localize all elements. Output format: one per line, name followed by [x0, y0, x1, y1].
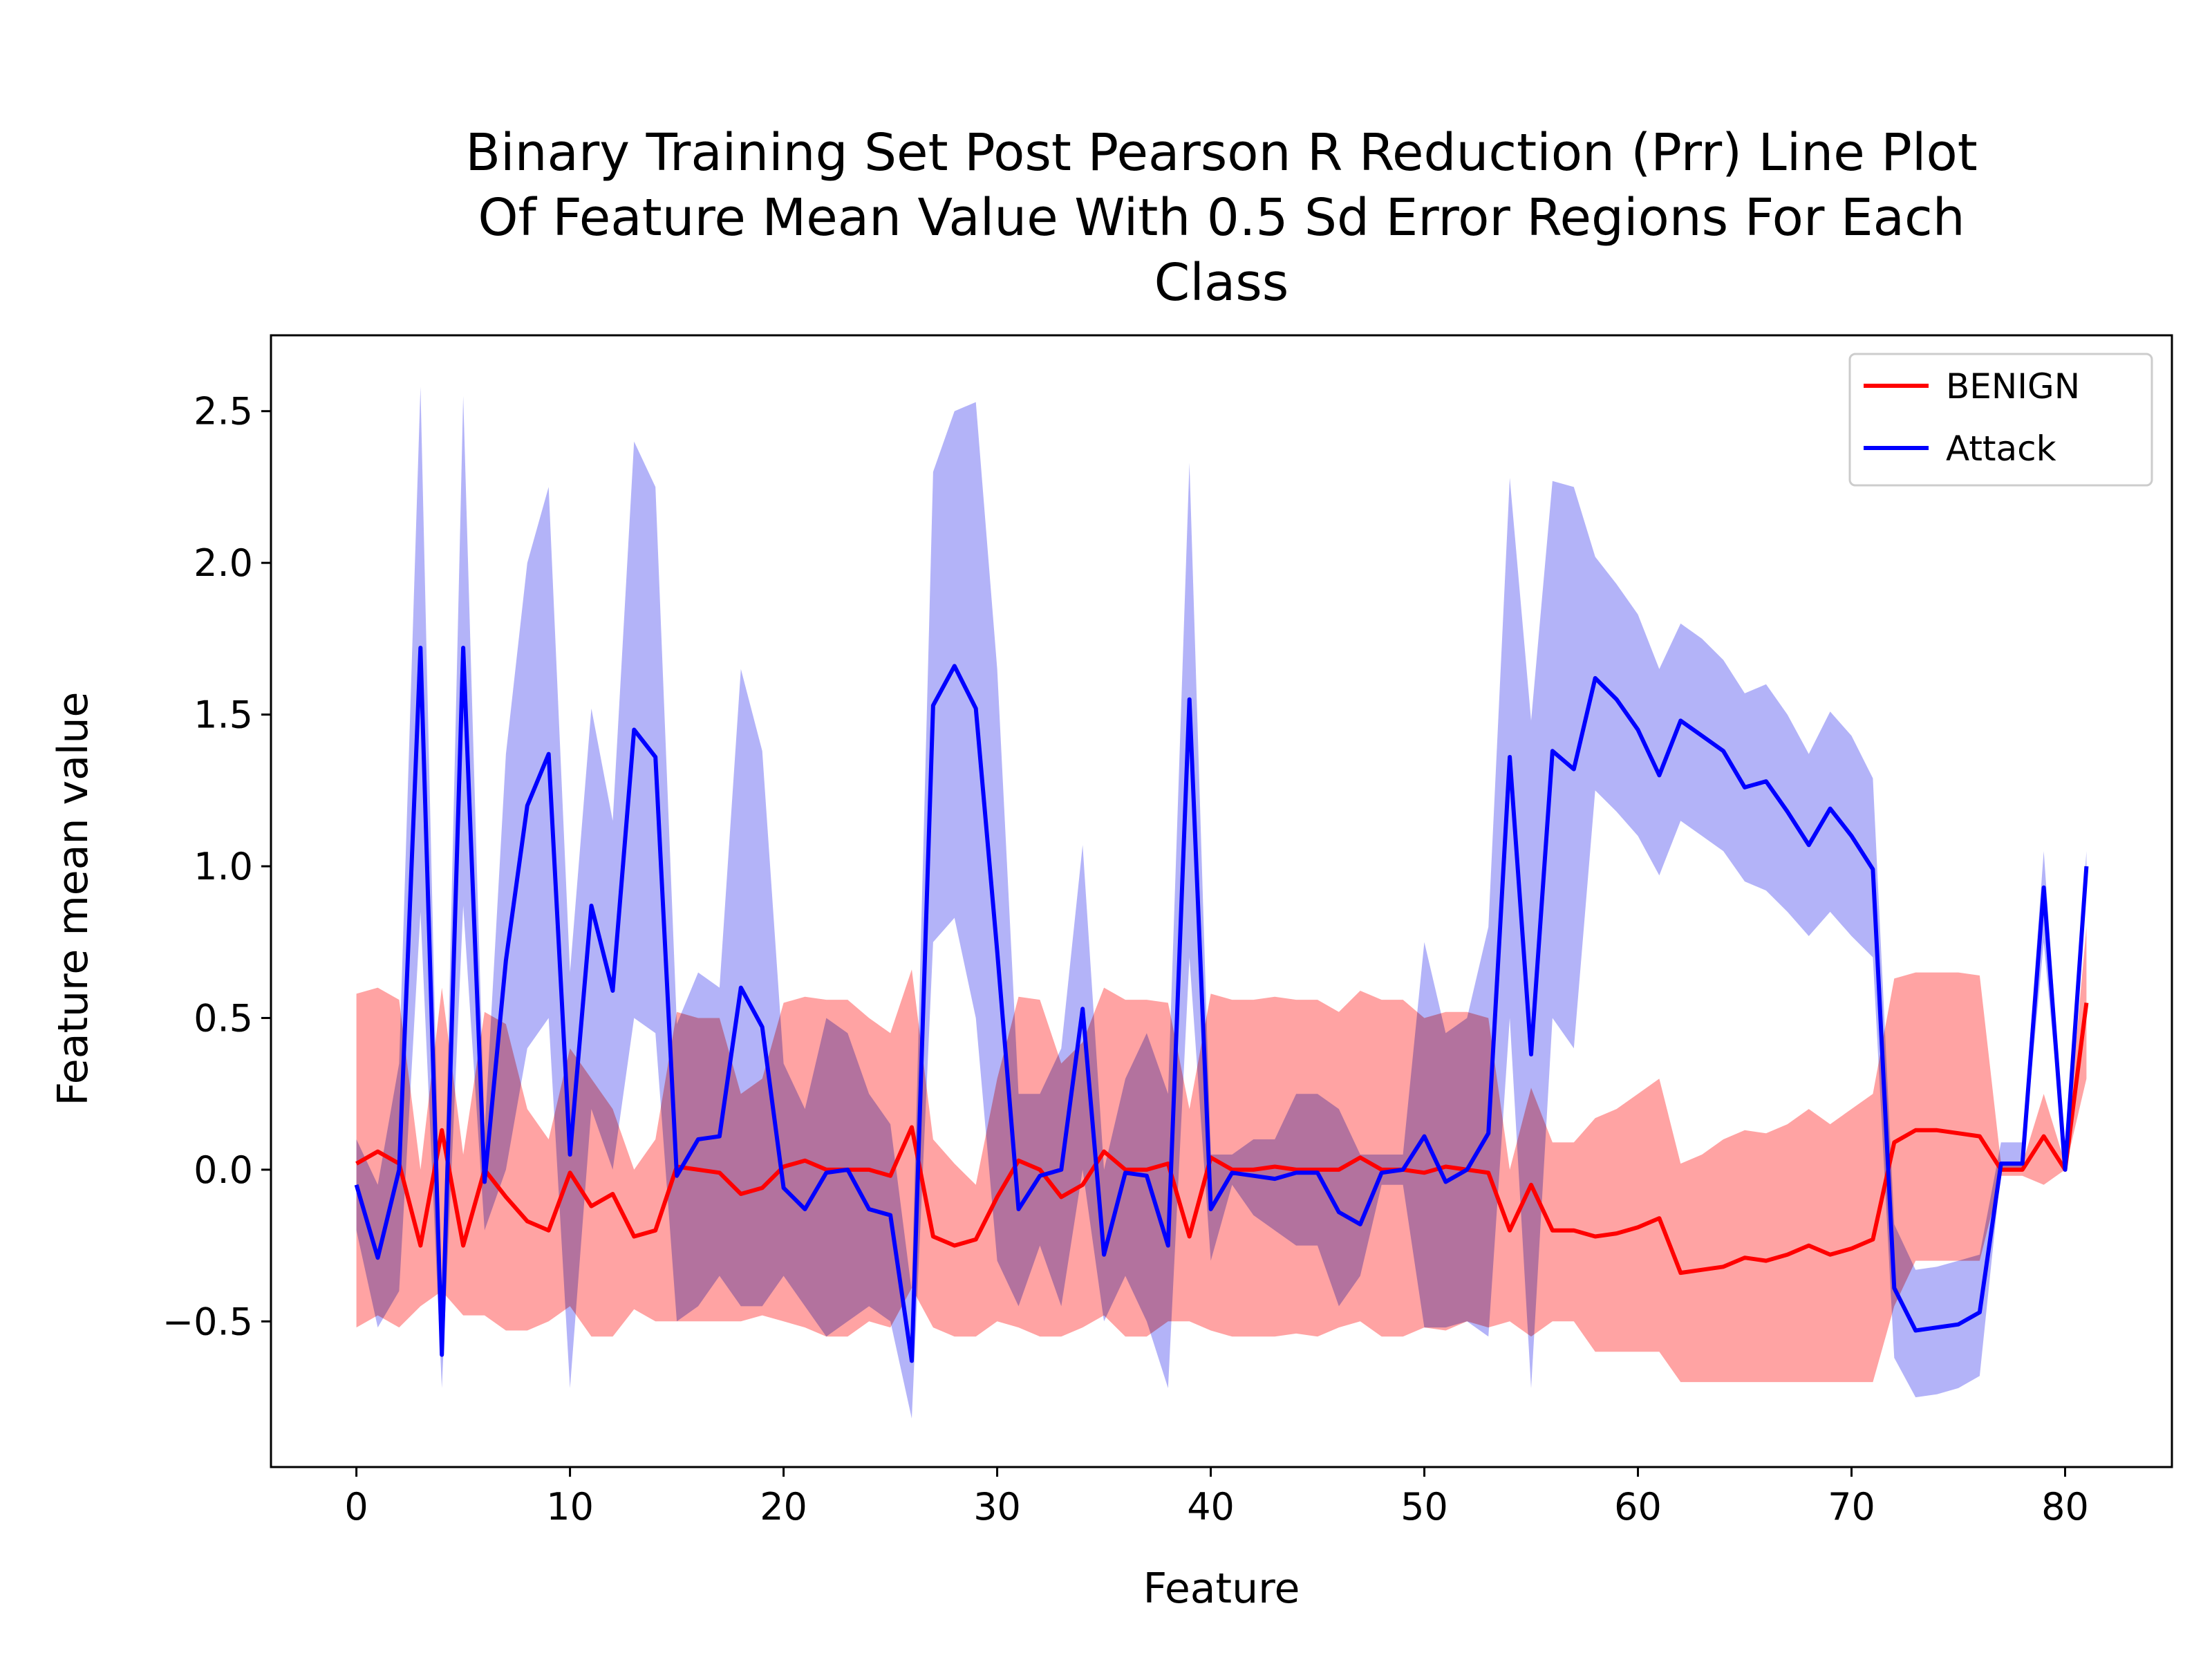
y-axis-label: Feature mean value: [49, 692, 97, 1106]
y-tick-label: 2.0: [194, 541, 253, 585]
chart-title-line-3: Class: [1154, 253, 1289, 312]
error-band-attack: [356, 386, 2087, 1419]
legend: BENIGN Attack: [1848, 353, 2153, 487]
x-tick-label: 20: [760, 1485, 807, 1529]
axes-frame: [270, 334, 2173, 1468]
axes: 0 10 20 30 40 50 60 70 80 −0.5 0.0 0.5 1.0 1.5 2.0 2.5: [162, 334, 2173, 1529]
y-tick-label: 1.5: [194, 693, 253, 737]
plot-series-group: [354, 386, 2089, 1419]
x-axis-label: Feature: [1143, 1565, 1300, 1613]
series-line-attack: [354, 646, 2089, 1363]
x-tick-label: 10: [546, 1485, 594, 1529]
y-tick-label: −0.5: [162, 1300, 253, 1343]
chart-title-line-2: Of Feature Mean Value With 0.5 Sd Error …: [478, 188, 1965, 248]
x-tick-label: 70: [1828, 1485, 1875, 1529]
y-tick-label: 2.5: [194, 390, 253, 433]
x-tick-label: 80: [2041, 1485, 2089, 1529]
plot-area: [354, 386, 2089, 1419]
x-tick-label: 40: [1187, 1485, 1235, 1529]
y-tick-label: 0.0: [194, 1148, 253, 1192]
chart-title-line-1: Binary Training Set Post Pearson R Reduc…: [465, 123, 1977, 183]
series-line-benign: [355, 1002, 2089, 1276]
x-tick-label: 0: [344, 1485, 368, 1529]
chart-title: Binary Training Set Post Pearson R Reduc…: [465, 123, 1977, 312]
legend-label-benign: BENIGN: [1946, 366, 2080, 407]
y-tick-label: 1.0: [194, 845, 253, 888]
x-tick-label: 30: [973, 1485, 1021, 1529]
x-tick-label: 60: [1614, 1485, 1662, 1529]
legend-label-attack: Attack: [1946, 429, 2056, 469]
y-tick-label: 0.5: [194, 996, 253, 1040]
x-tick-label: 50: [1400, 1485, 1448, 1529]
